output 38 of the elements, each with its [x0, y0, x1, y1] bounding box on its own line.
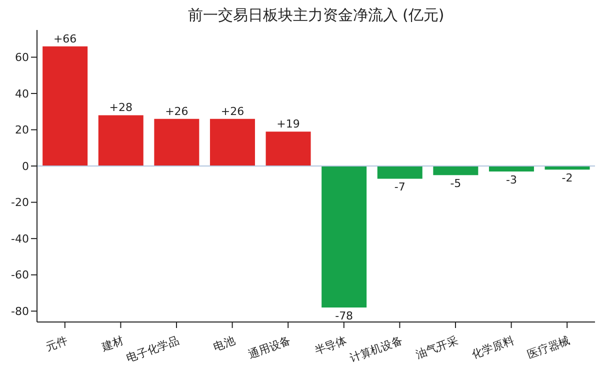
data-label: -5: [450, 177, 462, 190]
data-label: +26: [220, 104, 244, 118]
bar: [42, 46, 88, 166]
bar: [488, 166, 534, 172]
x-tick-label: 计算机设备: [348, 334, 404, 366]
y-tick-label: 40: [15, 87, 29, 100]
data-label: -3: [506, 173, 517, 186]
x-tick-label: 医疗器械: [526, 334, 572, 362]
bar: [322, 166, 367, 308]
data-label: -78: [335, 309, 354, 322]
bar: [154, 118, 200, 166]
data-label: +66: [53, 32, 77, 46]
data-label: +28: [109, 101, 132, 114]
y-tick-label: 0: [22, 160, 29, 173]
y-tick-label: -80: [11, 305, 29, 318]
bar: [377, 166, 422, 179]
data-label: -7: [394, 180, 406, 194]
bar: [98, 115, 144, 166]
x-tick-label: 化学原料: [470, 334, 516, 362]
data-label: -2: [562, 172, 573, 185]
x-tick-label: 元件: [44, 334, 70, 354]
chart-title: 前一交易日板块主力资金净流入 (亿元): [186, 6, 446, 25]
bar: [433, 166, 478, 176]
data-label: +26: [165, 104, 188, 118]
x-tick-label: 建材: [99, 334, 126, 354]
x-tick-label: 电子化学品: [124, 334, 181, 366]
x-tick-label: 油气开采: [414, 334, 460, 362]
x-tick-label: 电池: [212, 334, 237, 354]
bar: [210, 118, 255, 166]
y-tick-label: 20: [15, 124, 29, 137]
x-tick-label: 通用设备: [246, 334, 293, 362]
y-tick-label: -20: [11, 196, 29, 210]
y-tick-label: -60: [11, 268, 29, 282]
x-tick-label: 半导体: [312, 334, 348, 358]
y-tick-label: 60: [15, 51, 29, 64]
bar: [266, 132, 311, 166]
y-tick-label: -40: [11, 232, 29, 246]
data-label: +19: [276, 118, 300, 131]
